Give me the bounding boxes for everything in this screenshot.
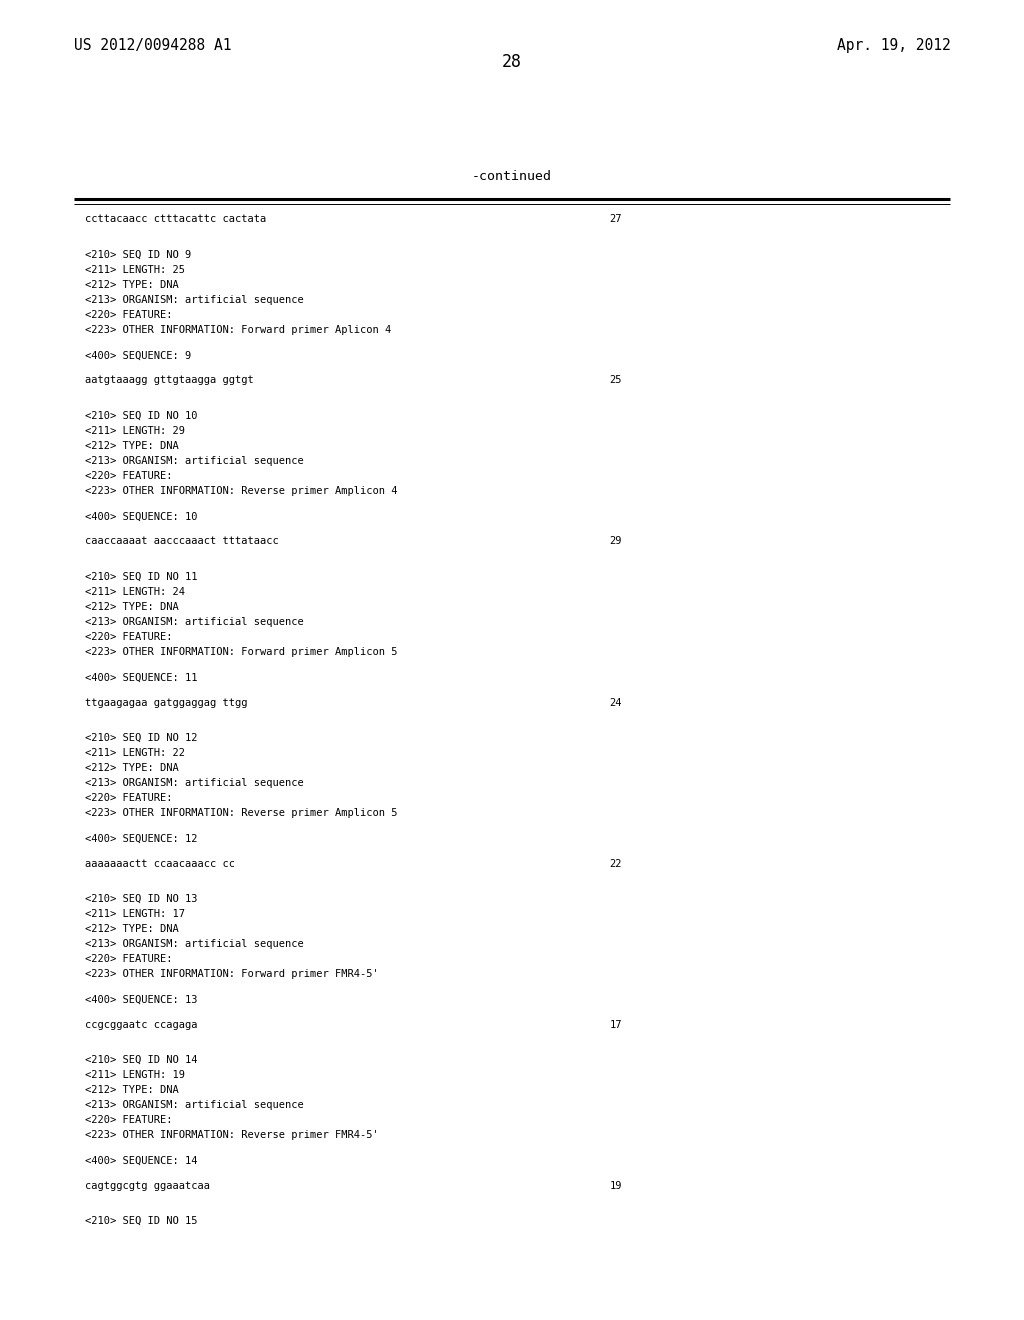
Text: 27: 27 bbox=[609, 214, 622, 224]
Text: ttgaagagaa gatggaggag ttgg: ttgaagagaa gatggaggag ttgg bbox=[85, 697, 248, 708]
Text: <220> FEATURE:: <220> FEATURE: bbox=[85, 793, 172, 804]
Text: ccttacaacc ctttacattc cactata: ccttacaacc ctttacattc cactata bbox=[85, 214, 266, 224]
Text: <220> FEATURE:: <220> FEATURE: bbox=[85, 954, 172, 965]
Text: <213> ORGANISM: artificial sequence: <213> ORGANISM: artificial sequence bbox=[85, 1100, 304, 1110]
Text: <223> OTHER INFORMATION: Forward primer Aplicon 4: <223> OTHER INFORMATION: Forward primer … bbox=[85, 325, 391, 335]
Text: <400> SEQUENCE: 11: <400> SEQUENCE: 11 bbox=[85, 672, 198, 682]
Text: aaaaaaactt ccaacaaacc cc: aaaaaaactt ccaacaaacc cc bbox=[85, 858, 234, 869]
Text: <211> LENGTH: 25: <211> LENGTH: 25 bbox=[85, 264, 185, 275]
Text: <223> OTHER INFORMATION: Forward primer FMR4-5': <223> OTHER INFORMATION: Forward primer … bbox=[85, 969, 379, 979]
Text: <210> SEQ ID NO 13: <210> SEQ ID NO 13 bbox=[85, 894, 198, 904]
Text: 29: 29 bbox=[609, 536, 622, 546]
Text: cagtggcgtg ggaaatcaa: cagtggcgtg ggaaatcaa bbox=[85, 1180, 210, 1191]
Text: <213> ORGANISM: artificial sequence: <213> ORGANISM: artificial sequence bbox=[85, 616, 304, 627]
Text: <212> TYPE: DNA: <212> TYPE: DNA bbox=[85, 1085, 179, 1096]
Text: <220> FEATURE:: <220> FEATURE: bbox=[85, 1115, 172, 1126]
Text: <212> TYPE: DNA: <212> TYPE: DNA bbox=[85, 280, 179, 290]
Text: 19: 19 bbox=[609, 1180, 622, 1191]
Text: 24: 24 bbox=[609, 697, 622, 708]
Text: <210> SEQ ID NO 10: <210> SEQ ID NO 10 bbox=[85, 411, 198, 421]
Text: <400> SEQUENCE: 13: <400> SEQUENCE: 13 bbox=[85, 994, 198, 1005]
Text: ccgcggaatc ccagaga: ccgcggaatc ccagaga bbox=[85, 1019, 198, 1030]
Text: <220> FEATURE:: <220> FEATURE: bbox=[85, 632, 172, 643]
Text: <223> OTHER INFORMATION: Forward primer Amplicon 5: <223> OTHER INFORMATION: Forward primer … bbox=[85, 647, 397, 657]
Text: aatgtaaagg gttgtaagga ggtgt: aatgtaaagg gttgtaagga ggtgt bbox=[85, 375, 254, 385]
Text: -continued: -continued bbox=[472, 169, 552, 182]
Text: <210> SEQ ID NO 14: <210> SEQ ID NO 14 bbox=[85, 1055, 198, 1065]
Text: <211> LENGTH: 29: <211> LENGTH: 29 bbox=[85, 425, 185, 436]
Text: <213> ORGANISM: artificial sequence: <213> ORGANISM: artificial sequence bbox=[85, 294, 304, 305]
Text: <210> SEQ ID NO 12: <210> SEQ ID NO 12 bbox=[85, 733, 198, 743]
Text: <211> LENGTH: 17: <211> LENGTH: 17 bbox=[85, 908, 185, 919]
Text: <212> TYPE: DNA: <212> TYPE: DNA bbox=[85, 441, 179, 451]
Text: US 2012/0094288 A1: US 2012/0094288 A1 bbox=[74, 38, 231, 53]
Text: <212> TYPE: DNA: <212> TYPE: DNA bbox=[85, 602, 179, 612]
Text: <400> SEQUENCE: 12: <400> SEQUENCE: 12 bbox=[85, 833, 198, 843]
Text: <212> TYPE: DNA: <212> TYPE: DNA bbox=[85, 924, 179, 935]
Text: 28: 28 bbox=[502, 53, 522, 71]
Text: <400> SEQUENCE: 9: <400> SEQUENCE: 9 bbox=[85, 350, 191, 360]
Text: <210> SEQ ID NO 11: <210> SEQ ID NO 11 bbox=[85, 572, 198, 582]
Text: <211> LENGTH: 22: <211> LENGTH: 22 bbox=[85, 747, 185, 758]
Text: <400> SEQUENCE: 10: <400> SEQUENCE: 10 bbox=[85, 511, 198, 521]
Text: <211> LENGTH: 19: <211> LENGTH: 19 bbox=[85, 1069, 185, 1080]
Text: <220> FEATURE:: <220> FEATURE: bbox=[85, 310, 172, 321]
Text: caaccaaaat aacccaaact tttataacc: caaccaaaat aacccaaact tttataacc bbox=[85, 536, 279, 546]
Text: Apr. 19, 2012: Apr. 19, 2012 bbox=[837, 38, 950, 53]
Text: <223> OTHER INFORMATION: Reverse primer Amplicon 4: <223> OTHER INFORMATION: Reverse primer … bbox=[85, 486, 397, 496]
Text: <213> ORGANISM: artificial sequence: <213> ORGANISM: artificial sequence bbox=[85, 939, 304, 949]
Text: 22: 22 bbox=[609, 858, 622, 869]
Text: <400> SEQUENCE: 14: <400> SEQUENCE: 14 bbox=[85, 1155, 198, 1166]
Text: <210> SEQ ID NO 15: <210> SEQ ID NO 15 bbox=[85, 1216, 198, 1226]
Text: 25: 25 bbox=[609, 375, 622, 385]
Text: <212> TYPE: DNA: <212> TYPE: DNA bbox=[85, 763, 179, 774]
Text: <223> OTHER INFORMATION: Reverse primer FMR4-5': <223> OTHER INFORMATION: Reverse primer … bbox=[85, 1130, 379, 1140]
Text: <213> ORGANISM: artificial sequence: <213> ORGANISM: artificial sequence bbox=[85, 455, 304, 466]
Text: <211> LENGTH: 24: <211> LENGTH: 24 bbox=[85, 586, 185, 597]
Text: 17: 17 bbox=[609, 1019, 622, 1030]
Text: <223> OTHER INFORMATION: Reverse primer Amplicon 5: <223> OTHER INFORMATION: Reverse primer … bbox=[85, 808, 397, 818]
Text: <220> FEATURE:: <220> FEATURE: bbox=[85, 471, 172, 482]
Text: <213> ORGANISM: artificial sequence: <213> ORGANISM: artificial sequence bbox=[85, 777, 304, 788]
Text: <210> SEQ ID NO 9: <210> SEQ ID NO 9 bbox=[85, 249, 191, 260]
